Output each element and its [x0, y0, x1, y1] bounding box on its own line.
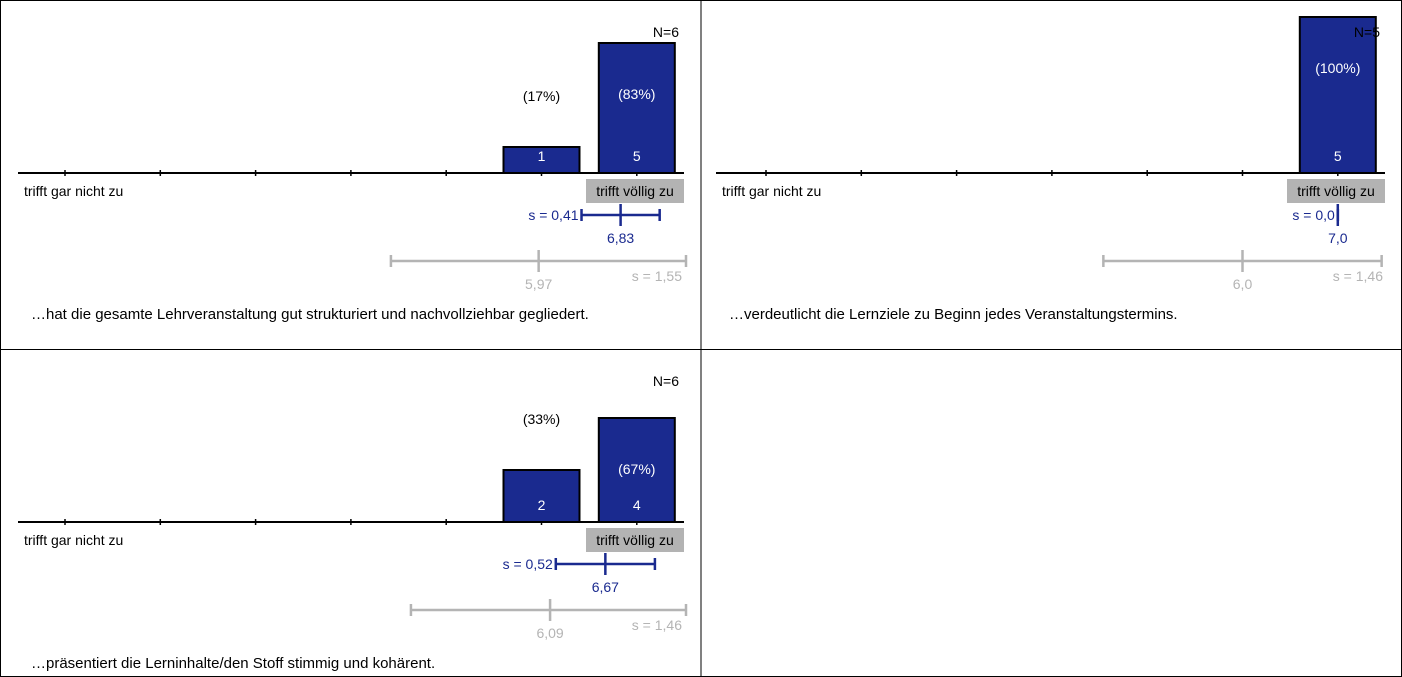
- mean-label: 7,0: [1328, 230, 1348, 246]
- ref-sd-label: s = 1,46: [1333, 268, 1383, 284]
- ref-mean-label: 6,0: [1233, 276, 1253, 292]
- question-text: …verdeutlicht die Lernziele zu Beginn je…: [729, 306, 1178, 323]
- bar: [597, 417, 676, 523]
- ref-sd-label: s = 1,55: [632, 268, 682, 284]
- n-label: N=6: [653, 24, 679, 40]
- chart-panel-2: 5 (100%) N=5 trifft gar nicht zu trifft völl…: [698, 0, 1402, 349]
- bar-percent-label: (83%): [618, 86, 655, 102]
- scale-right-label: trifft völlig zu: [1297, 183, 1375, 199]
- bar-percent-label: (100%): [1315, 60, 1360, 76]
- sd-label: s = 0,0: [1292, 207, 1335, 223]
- scale-left-label: trifft gar nicht zu: [24, 532, 123, 548]
- bar: [502, 469, 581, 523]
- sd-label: s = 0,41: [528, 207, 578, 223]
- chart-svg: 1 (17%) 5 (83%) N=6 trifft gar nicht zu trifft…: [18, 24, 688, 292]
- sd-label: s = 0,52: [503, 556, 553, 572]
- scale-left-label: trifft gar nicht zu: [722, 183, 821, 199]
- ref-mean-label: 6,09: [536, 625, 563, 641]
- bar-count-label: 5: [1334, 148, 1342, 164]
- n-label: N=5: [1354, 24, 1380, 40]
- scale-right-label: trifft völlig zu: [596, 532, 674, 548]
- question-text: …präsentiert die Lerninhalte/den Stoff s…: [31, 655, 436, 672]
- question-text: …hat die gesamte Lehrveranstaltung gut s…: [31, 306, 589, 323]
- ref-sd-label: s = 1,46: [632, 617, 682, 633]
- bar: [502, 146, 581, 174]
- scale-right-label-bg: [586, 179, 684, 203]
- ref-mean-label: 5,97: [525, 276, 552, 292]
- chart-svg: 5 (100%) N=5 trifft gar nicht zu trifft völl…: [716, 16, 1385, 292]
- scale-right-label-bg: [1287, 179, 1385, 203]
- n-label: N=6: [653, 373, 679, 389]
- chart-panel-1: 1 (17%) 5 (83%) N=6 trifft gar nicht zu trifft…: [0, 0, 701, 349]
- bar: [597, 42, 676, 174]
- bar: [1298, 16, 1377, 174]
- bar-count-label: 4: [633, 497, 641, 513]
- bar-percent-label: (17%): [523, 88, 560, 104]
- chart-svg: 2 (33%) 4 (67%) N=6 trifft gar nicht zu trifft…: [18, 373, 688, 641]
- mean-label: 6,83: [607, 230, 634, 246]
- scale-left-label: trifft gar nicht zu: [24, 183, 123, 199]
- bar-percent-label: (67%): [618, 461, 655, 477]
- chart-panel-3: 2 (33%) 4 (67%) N=6 trifft gar nicht zu trifft…: [0, 349, 701, 677]
- mean-label: 6,67: [592, 579, 619, 595]
- bar-count-label: 5: [633, 148, 641, 164]
- empty-panel: [701, 349, 1402, 677]
- scale-right-label: trifft völlig zu: [596, 183, 674, 199]
- bar-count-label: 2: [538, 497, 546, 513]
- scale-right-label-bg: [586, 528, 684, 552]
- bar-count-label: 1: [538, 148, 546, 164]
- bar-percent-label: (33%): [523, 411, 560, 427]
